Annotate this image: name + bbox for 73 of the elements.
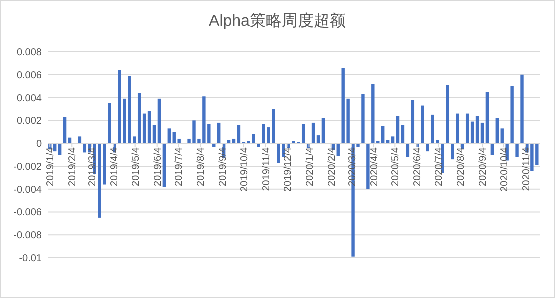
bar bbox=[322, 118, 326, 144]
bar bbox=[158, 98, 162, 144]
bar bbox=[168, 128, 172, 144]
y-tick-label: 0 bbox=[36, 139, 42, 150]
bar bbox=[500, 128, 504, 144]
bar bbox=[451, 144, 454, 160]
x-tick-label: 2020/1/4 bbox=[304, 147, 316, 186]
y-tick-label: 0.002 bbox=[16, 116, 42, 128]
x-tick-label: 2019/8/4 bbox=[196, 147, 208, 186]
y-tick-label: 0.004 bbox=[16, 93, 42, 104]
bar bbox=[486, 92, 490, 144]
bar bbox=[108, 104, 112, 144]
x-tick-label: 2020/8/4 bbox=[456, 147, 467, 186]
bar bbox=[162, 144, 166, 188]
x-tick-label: 2019/9/4 bbox=[218, 147, 230, 186]
bar bbox=[406, 144, 410, 158]
x-tick-label: 2020/3/4 bbox=[347, 147, 358, 186]
y-tick-label: -0.008 bbox=[14, 230, 42, 242]
x-tick-label: 2019/11/4 bbox=[261, 147, 272, 192]
x-tick-label: 2019/2/4 bbox=[68, 147, 79, 186]
bar bbox=[58, 144, 62, 155]
bar bbox=[362, 94, 365, 144]
bar bbox=[152, 125, 156, 144]
bar bbox=[421, 106, 424, 144]
bar bbox=[476, 116, 480, 144]
x-tick-label: 2019/5/4 bbox=[130, 147, 142, 186]
y-tick-label: -0.002 bbox=[14, 162, 42, 173]
x-tick-label: 2020/7/4 bbox=[434, 147, 445, 186]
bar bbox=[490, 144, 494, 155]
x-tick-label: 2020/6/4 bbox=[412, 147, 424, 186]
chart-title: Alpha策略周度超额 bbox=[209, 12, 346, 30]
bar bbox=[63, 117, 67, 144]
x-tick-label: 2020/9/4 bbox=[478, 147, 489, 186]
bar bbox=[456, 114, 460, 144]
x-tick-label: 2020/2/4 bbox=[326, 147, 338, 186]
bar bbox=[396, 116, 400, 144]
x-tick-label: 2020/4/4 bbox=[369, 147, 380, 186]
bar bbox=[382, 126, 385, 144]
bar bbox=[138, 93, 142, 144]
bar bbox=[446, 85, 450, 144]
bar bbox=[510, 86, 514, 144]
bar bbox=[441, 144, 444, 174]
y-tick-label: -0.01 bbox=[19, 254, 42, 264]
bar bbox=[470, 122, 474, 144]
x-tick-label: 2019/10/4 bbox=[239, 147, 250, 192]
y-tick-label: -0.006 bbox=[14, 208, 42, 219]
bar bbox=[480, 122, 484, 144]
x-tick-label: 2019/4/4 bbox=[110, 147, 121, 186]
bar bbox=[496, 118, 500, 144]
bar bbox=[516, 144, 519, 158]
bar bbox=[466, 114, 470, 144]
bar bbox=[411, 100, 415, 144]
x-tick-label: 2019/7/4 bbox=[174, 147, 186, 186]
bar bbox=[520, 74, 524, 144]
y-tick-label: -0.004 bbox=[14, 184, 42, 196]
bar bbox=[302, 124, 306, 144]
bar bbox=[237, 125, 241, 144]
x-tick-label: 2019/12/4 bbox=[282, 147, 294, 192]
x-tick-label: 2020/11/4 bbox=[521, 147, 532, 192]
x-tick-label: 2019/3/4 bbox=[88, 147, 99, 186]
bar bbox=[148, 112, 152, 144]
bar bbox=[218, 122, 221, 144]
bar bbox=[366, 144, 370, 190]
x-tick-label: 2020/10/4 bbox=[499, 147, 510, 192]
bar bbox=[312, 122, 316, 144]
y-tick-label: 0.008 bbox=[16, 48, 42, 58]
x-tick-label: 2020/5/4 bbox=[390, 147, 402, 186]
bar bbox=[401, 125, 405, 144]
bar bbox=[426, 144, 430, 152]
x-tick-label: 2019/1/4 bbox=[46, 147, 57, 186]
y-tick-label: 0.006 bbox=[16, 70, 42, 82]
bar bbox=[142, 114, 146, 144]
x-tick-label: 2019/6/4 bbox=[152, 147, 164, 186]
